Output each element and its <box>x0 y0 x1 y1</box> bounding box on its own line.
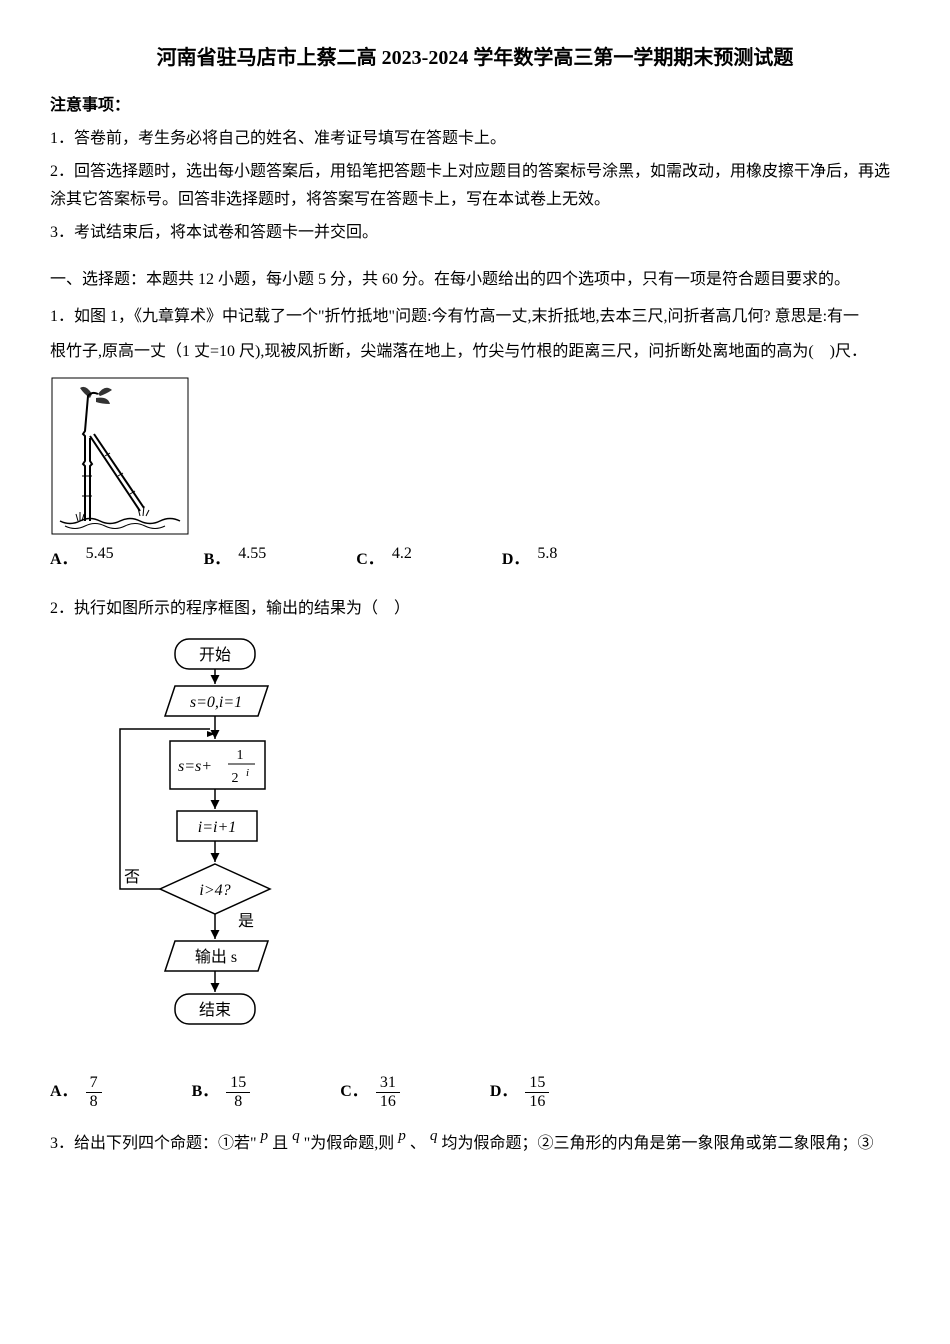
flow-frac-num: 1 <box>237 748 244 763</box>
notice-line-2: 2．回答选择题时，选出每小题答案后，用铅笔把答题卡上对应题目的答案标号涂黑，如需… <box>50 158 900 216</box>
q1-option-b: B． 4.55 <box>204 546 267 575</box>
option-label: B． <box>204 546 231 575</box>
q2-option-a: A． 7 8 <box>50 1074 102 1110</box>
option-value: 4.2 <box>392 540 412 569</box>
q1-text-1: 1．如图 1，《九章算术》中记载了一个"折竹抵地"问题:今有竹高一丈,末折抵地,… <box>50 308 859 325</box>
q3-prefix: 3．给出下列四个命题：①若" <box>50 1135 257 1152</box>
fraction: 15 16 <box>525 1074 549 1110</box>
q1-options: A． 5.45 B． 4.55 C． 4.2 D． 5.8 <box>50 546 900 575</box>
q3-suffix: 均为假命题；②三角形的内角是第一象限角或第二象限角；③ <box>442 1135 874 1152</box>
frac-den: 16 <box>525 1093 549 1111</box>
flow-step1-prefix: s=s+ <box>178 758 212 775</box>
exam-title: 河南省驻马店市上蔡二高 2023-2024 学年数学高三第一学期期末预测试题 <box>50 40 900 76</box>
q2-option-b: B． 15 8 <box>192 1074 251 1110</box>
frac-den: 8 <box>226 1093 250 1111</box>
option-label: C． <box>340 1078 368 1107</box>
notice-line-1: 1．答卷前，考生务必将自己的姓名、准考证号填写在答题卡上。 <box>50 125 900 154</box>
question-1: 1．如图 1，《九章算术》中记载了一个"折竹抵地"问题:今有竹高一丈,末折抵地,… <box>50 303 900 575</box>
q3-p-1: p <box>261 1127 269 1144</box>
instructions-block: 注意事项： 1．答卷前，考生务必将自己的姓名、准考证号填写在答题卡上。 2．回答… <box>50 92 900 248</box>
flow-frac-den: 2 <box>232 771 239 786</box>
flow-yes: 是 <box>238 913 254 930</box>
bamboo-svg <box>50 376 190 536</box>
q3-p-2: p <box>398 1127 406 1144</box>
q2-option-d: D． 15 16 <box>490 1074 550 1110</box>
frac-num: 15 <box>525 1074 549 1093</box>
flow-no: 否 <box>124 869 140 886</box>
option-label: C． <box>356 546 384 575</box>
fraction: 7 8 <box>86 1074 102 1110</box>
question-1-body: 1．如图 1，《九章算术》中记载了一个"折竹抵地"问题:今有竹高一丈,末折抵地,… <box>50 303 900 367</box>
frac-num: 15 <box>226 1074 250 1093</box>
frac-num: 7 <box>86 1074 102 1093</box>
notice-heading: 注意事项： <box>50 92 900 121</box>
flow-exp: i <box>246 767 249 779</box>
option-value: 4.55 <box>238 540 266 569</box>
option-label: A． <box>50 1078 78 1107</box>
q2-body: 2．执行如图所示的程序框图，输出的结果为（ ） <box>50 595 900 624</box>
q3-q-2: q <box>430 1127 438 1144</box>
q1-option-c: C． 4.2 <box>356 546 412 575</box>
q2-option-c: C． 31 16 <box>340 1074 400 1110</box>
q1-text-2: 根竹子,原高一丈（1 丈=10 尺),现被风折断，尖端落在地上，竹尖与竹根的距离… <box>50 338 900 367</box>
fraction: 31 16 <box>376 1074 400 1110</box>
flow-cond: i>4? <box>199 882 230 899</box>
flowchart-svg: 开始 s=0,i=1 s=s+ 1 2 i i=i+1 i>4? <box>80 634 340 1064</box>
q3-mid2: "为假命题,则 <box>304 1135 395 1152</box>
flow-init: s=0,i=1 <box>190 694 242 711</box>
flowchart: 开始 s=0,i=1 s=s+ 1 2 i i=i+1 i>4? <box>80 634 900 1064</box>
q3-mid3: 、 <box>410 1135 426 1152</box>
bamboo-illustration <box>50 376 900 536</box>
option-label: D． <box>502 546 530 575</box>
flow-output: 输出 s <box>195 948 237 966</box>
q2-options: A． 7 8 B． 15 8 C． 31 16 D． 15 16 <box>50 1074 900 1110</box>
flow-start: 开始 <box>199 646 231 664</box>
notice-line-3: 3．考试结束后，将本试卷和答题卡一并交回。 <box>50 219 900 248</box>
q1-option-d: D． 5.8 <box>502 546 558 575</box>
option-label: D． <box>490 1078 518 1107</box>
frac-den: 8 <box>86 1093 102 1111</box>
q1-option-a: A． 5.45 <box>50 546 114 575</box>
option-label: B． <box>192 1078 219 1107</box>
question-3: 3．给出下列四个命题：①若" p 且 q "为假命题,则 p 、 q 均为假命题… <box>50 1130 900 1159</box>
option-value: 5.45 <box>86 540 114 569</box>
flow-step2: i=i+1 <box>198 819 236 836</box>
option-label: A． <box>50 546 78 575</box>
fraction: 15 8 <box>226 1074 250 1110</box>
frac-num: 31 <box>376 1074 400 1093</box>
q3-body: 3．给出下列四个命题：①若" p 且 q "为假命题,则 p 、 q 均为假命题… <box>50 1130 900 1159</box>
question-2: 2．执行如图所示的程序框图，输出的结果为（ ） 开始 s=0,i=1 s=s+ … <box>50 595 900 1110</box>
q3-q-1: q <box>292 1127 300 1144</box>
flow-end: 结束 <box>199 1001 231 1019</box>
section1-intro: 一、选择题：本题共 12 小题，每小题 5 分，共 60 分。在每小题给出的四个… <box>50 266 900 295</box>
frac-den: 16 <box>376 1093 400 1111</box>
option-value: 5.8 <box>537 540 557 569</box>
q3-mid1: 且 <box>272 1135 292 1152</box>
